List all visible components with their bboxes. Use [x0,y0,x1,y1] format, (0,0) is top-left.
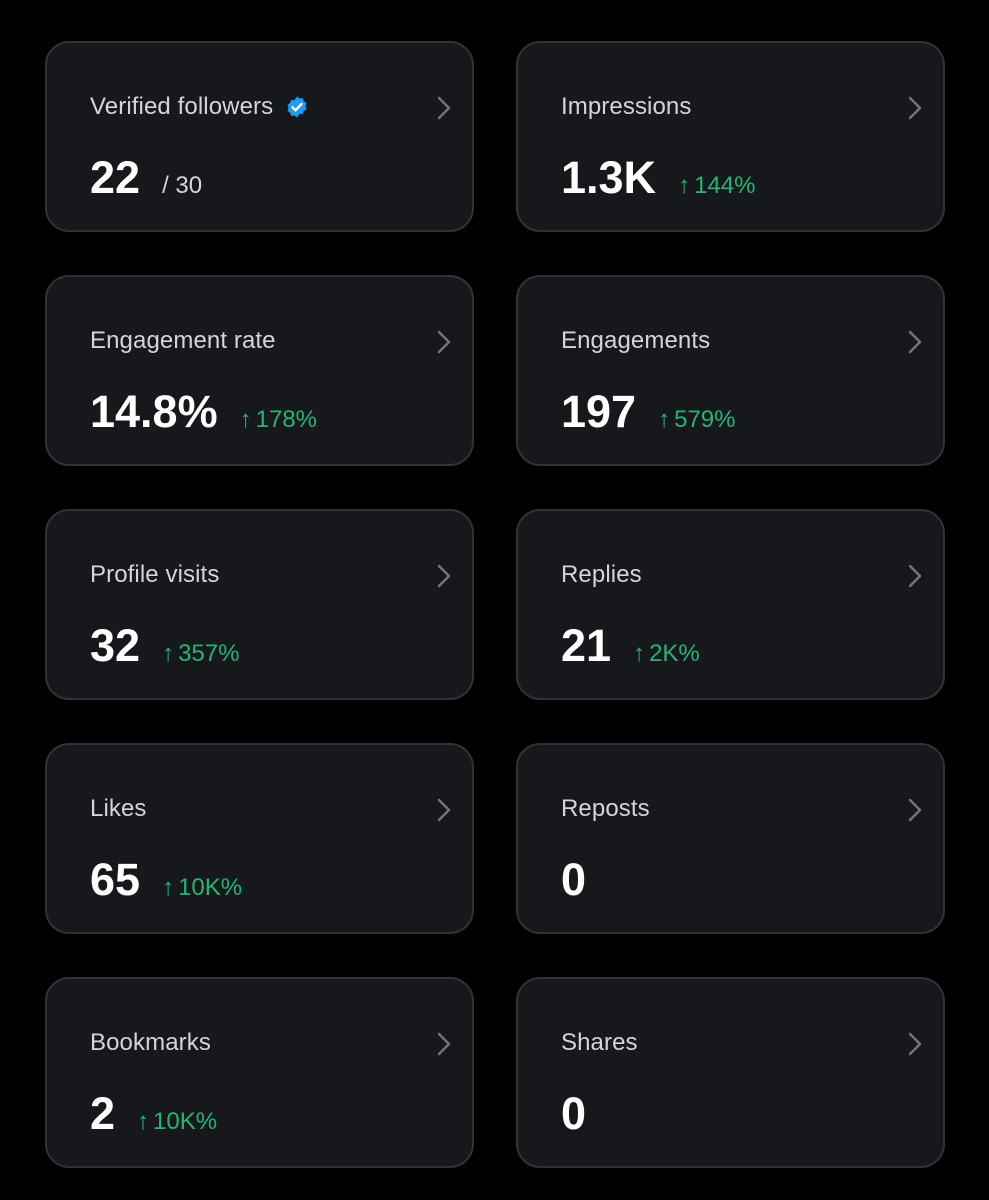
change-percent: 2K% [649,640,700,667]
chevron-right-icon[interactable] [434,329,454,355]
card-label: Replies [561,561,642,588]
arrow-up-icon: ↑ [633,640,646,667]
card-replies[interactable]: Replies 21 ↑ 2K% [516,509,945,700]
change-indicator: ↑ 144% [678,172,755,200]
chevron-right-icon[interactable] [434,1031,454,1057]
metric-value: 1.3K [561,152,657,203]
card-bookmarks[interactable]: Bookmarks 2 ↑ 10K% [45,977,474,1168]
card-label: Verified followers [90,93,274,120]
verified-badge-icon [287,96,307,118]
value-row: 2 ↑ 10K% [90,1091,217,1136]
change-percent: 579% [674,406,736,433]
change-indicator: ↑ 10K% [137,1108,217,1136]
chevron-right-icon[interactable] [434,797,454,823]
change-percent: 10K% [178,874,243,901]
change-indicator: ↑ 579% [658,406,735,434]
arrow-up-icon: ↑ [137,1108,150,1135]
value-row: 32 ↑ 357% [90,623,239,668]
metric-value: 22 [90,152,141,203]
change-percent: 144% [694,172,756,199]
card-label: Impressions [561,93,692,120]
card-label: Engagement rate [90,327,276,354]
value-row: 0 [561,1091,586,1136]
card-label: Engagements [561,327,711,354]
chevron-right-icon[interactable] [905,329,925,355]
metric-value: 65 [90,854,141,905]
change-indicator: ↑ 178% [240,406,317,434]
arrow-up-icon: ↑ [678,172,691,199]
change-percent: 178% [255,406,317,433]
change-indicator: ↑ 10K% [162,874,242,902]
metric-value: 0 [561,854,587,905]
card-engagements[interactable]: Engagements 197 ↑ 579% [516,275,945,466]
analytics-grid: Verified followers 22 / 30 Impressions 1… [45,41,945,1168]
arrow-up-icon: ↑ [162,874,175,901]
chevron-right-icon[interactable] [434,95,454,121]
card-impressions[interactable]: Impressions 1.3K ↑ 144% [516,41,945,232]
change-indicator: ↑ 2K% [633,640,700,668]
card-label: Reposts [561,795,650,822]
card-label: Bookmarks [90,1029,211,1056]
card-likes[interactable]: Likes 65 ↑ 10K% [45,743,474,934]
metric-value: 0 [561,1088,587,1139]
card-label: Shares [561,1029,638,1056]
metric-value: 32 [90,620,141,671]
metric-value: 2 [90,1088,116,1139]
change-indicator: ↑ 357% [162,640,239,668]
metric-value: 14.8% [90,386,218,437]
card-label: Profile visits [90,561,220,588]
arrow-up-icon: ↑ [162,640,175,667]
card-reposts[interactable]: Reposts 0 [516,743,945,934]
value-row: 21 ↑ 2K% [561,623,700,668]
change-percent: 357% [178,640,240,667]
arrow-up-icon: ↑ [239,406,252,433]
card-label: Likes [90,795,147,822]
chevron-right-icon[interactable] [905,95,925,121]
metric-denominator: / 30 [162,172,203,199]
value-row: 1.3K ↑ 144% [561,155,755,200]
card-profile-visits[interactable]: Profile visits 32 ↑ 357% [45,509,474,700]
card-verified-followers[interactable]: Verified followers 22 / 30 [45,41,474,232]
arrow-up-icon: ↑ [658,406,671,433]
value-row: 0 [561,857,586,902]
card-engagement-rate[interactable]: Engagement rate 14.8% ↑ 178% [45,275,474,466]
change-percent: 10K% [153,1108,218,1135]
value-row: 65 ↑ 10K% [90,857,242,902]
chevron-right-icon[interactable] [905,797,925,823]
value-row: 197 ↑ 579% [561,389,735,434]
value-row: 22 / 30 [90,155,202,200]
card-shares[interactable]: Shares 0 [516,977,945,1168]
metric-value: 197 [561,386,637,437]
chevron-right-icon[interactable] [434,563,454,589]
card-label-container: Verified followers [90,93,309,121]
metric-value: 21 [561,620,612,671]
chevron-right-icon[interactable] [905,563,925,589]
value-row: 14.8% ↑ 178% [90,389,317,434]
chevron-right-icon[interactable] [905,1031,925,1057]
